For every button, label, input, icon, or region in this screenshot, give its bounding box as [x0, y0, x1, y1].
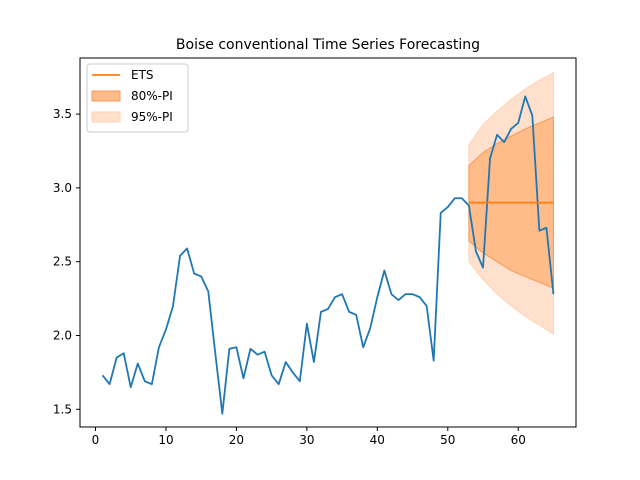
actual-series-line — [101, 95, 555, 415]
plot-frame — [79, 57, 577, 428]
x-tick-label: 50 — [440, 433, 455, 447]
x-tick-label: 10 — [158, 433, 173, 447]
legend-label: 80%-PI — [131, 89, 173, 103]
y-tick-label: 2.0 — [53, 328, 72, 342]
y-tick-label: 2.5 — [53, 255, 72, 269]
x-tick-label: 30 — [299, 433, 314, 447]
x-tick-label: 40 — [370, 433, 385, 447]
legend-swatch-1 — [91, 90, 121, 102]
legend: ETS 80%-PI 95%-PI — [86, 63, 189, 133]
axes: 0 10 20 30 40 50 60 1.5 2.0 2.5 3.0 3.5 — [53, 57, 577, 447]
x-tick-label: 60 — [511, 433, 526, 447]
y-tick-label: 1.5 — [53, 402, 72, 416]
legend-label: ETS — [131, 68, 154, 82]
x-tick-label: 20 — [229, 433, 244, 447]
y-tick-label: 3.5 — [53, 107, 72, 121]
chart-title: Boise conventional Time Series Forecasti… — [176, 37, 480, 53]
series-layer — [101, 95, 555, 415]
legend-label: 95%-PI — [131, 110, 173, 124]
y-tick-label: 3.0 — [53, 181, 72, 195]
x-tick-label: 0 — [92, 433, 100, 447]
legend-swatch-2 — [91, 111, 121, 123]
